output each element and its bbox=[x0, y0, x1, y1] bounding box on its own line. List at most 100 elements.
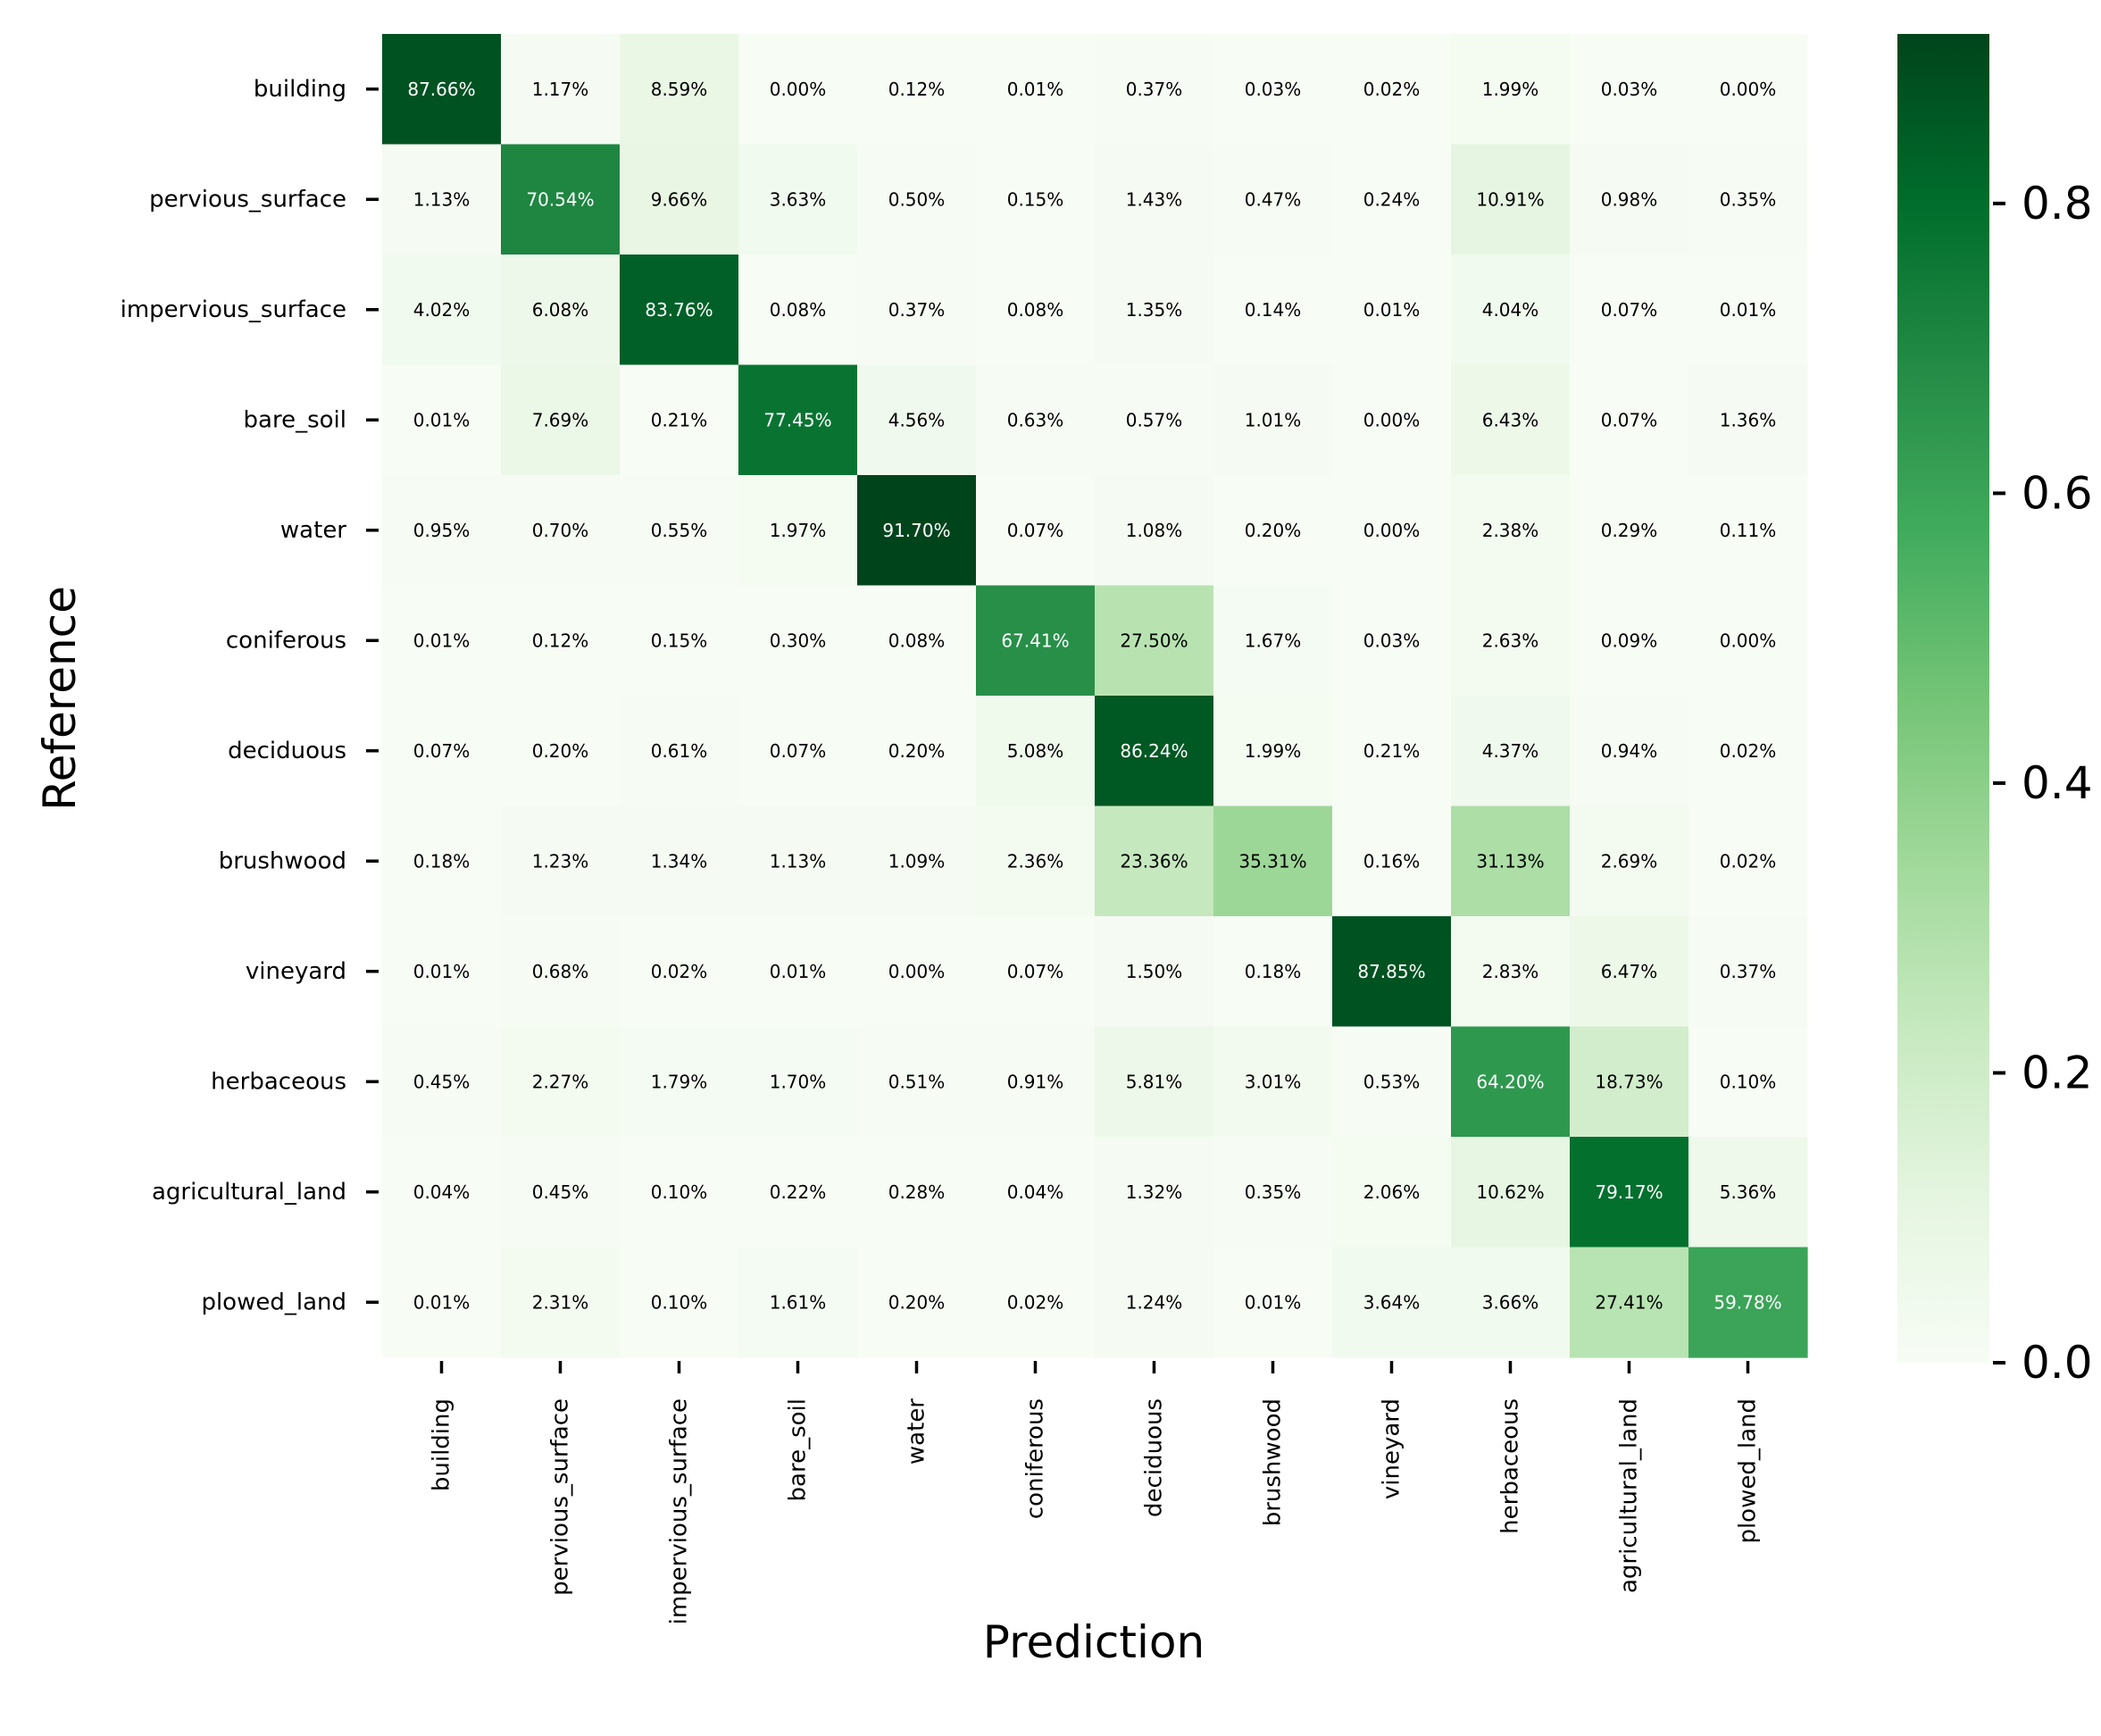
heatmap-cell-label: 35.31% bbox=[1238, 850, 1306, 872]
heatmap-cell bbox=[382, 585, 502, 697]
heatmap-cell-label: 0.01% bbox=[1007, 79, 1064, 100]
x-axis-ticks: building pervious_surface impervious_surfa… bbox=[429, 1361, 1762, 1624]
heatmap-cell bbox=[1451, 696, 1571, 807]
heatmap-cell bbox=[1095, 364, 1214, 476]
heatmap-cell-label: 64.20% bbox=[1476, 1071, 1544, 1092]
heatmap-cell bbox=[1451, 255, 1571, 366]
heatmap-cell-label: 0.91% bbox=[1007, 1071, 1064, 1092]
heatmap-cell bbox=[1213, 1137, 1333, 1248]
heatmap-cell bbox=[1688, 364, 1808, 476]
heatmap-cell bbox=[620, 364, 739, 476]
heatmap-cell bbox=[1451, 1137, 1571, 1248]
heatmap-cell-label: 0.00% bbox=[770, 79, 827, 100]
heatmap-cell-label: 4.56% bbox=[888, 409, 946, 430]
heatmap-cell-label: 7.69% bbox=[532, 409, 589, 430]
heatmap-cell bbox=[501, 144, 621, 255]
heatmap-cell-label: 79.17% bbox=[1595, 1181, 1663, 1203]
heatmap-cell-label: 0.01% bbox=[413, 1291, 471, 1313]
heatmap-cell-label: 87.66% bbox=[407, 79, 475, 100]
heatmap-cell bbox=[857, 1247, 977, 1358]
heatmap-cell-label: 0.16% bbox=[1363, 850, 1421, 872]
heatmap-cell-label: 0.30% bbox=[770, 630, 827, 651]
y-tick-label: agricultural_land bbox=[152, 1179, 346, 1206]
heatmap-cell bbox=[1332, 34, 1452, 146]
heatmap-cell-label: 1.97% bbox=[770, 520, 827, 541]
heatmap-cell bbox=[857, 1137, 977, 1248]
heatmap-cell bbox=[857, 696, 977, 807]
heatmap-cell bbox=[857, 144, 977, 255]
heatmap-cell-label: 0.61% bbox=[651, 740, 708, 762]
x-tick-label: bare_soil bbox=[785, 1398, 812, 1501]
heatmap-cell bbox=[620, 1247, 739, 1358]
colorbar-tick-label: 0.8 bbox=[2022, 178, 2093, 230]
heatmap-cell bbox=[976, 916, 1096, 1028]
heatmap-cell-label: 0.21% bbox=[651, 409, 708, 430]
heatmap-cell bbox=[976, 475, 1096, 587]
heatmap-cell-label: 0.07% bbox=[1007, 961, 1064, 982]
heatmap-cell-label: 77.45% bbox=[763, 409, 831, 430]
x-tick-label: herbaceous bbox=[1497, 1398, 1524, 1534]
heatmap-cell bbox=[1570, 34, 1689, 146]
y-tick-label: bare_soil bbox=[244, 406, 346, 433]
heatmap-cell bbox=[1332, 585, 1452, 697]
heatmap-cell bbox=[1570, 696, 1689, 807]
heatmap-cell bbox=[620, 144, 739, 255]
y-tick-label: herbaceous bbox=[211, 1068, 346, 1095]
heatmap-cell bbox=[1688, 696, 1808, 807]
colorbar-tick-label: 0.4 bbox=[2022, 757, 2093, 809]
heatmap-cell-label: 0.95% bbox=[413, 520, 471, 541]
heatmap-cell bbox=[620, 916, 739, 1028]
x-tick-label: pervious_surface bbox=[547, 1398, 574, 1596]
heatmap-cell-label: 1.79% bbox=[651, 1071, 708, 1092]
heatmap-cell-label: 10.62% bbox=[1476, 1181, 1544, 1203]
heatmap-cell-label: 1.99% bbox=[1245, 740, 1302, 762]
heatmap-cell bbox=[1688, 255, 1808, 366]
heatmap-cell-label: 59.78% bbox=[1713, 1291, 1781, 1313]
heatmap-cell bbox=[738, 475, 858, 587]
heatmap-cell-label: 0.00% bbox=[888, 961, 946, 982]
heatmap-cell bbox=[382, 1247, 502, 1358]
heatmap-cell bbox=[1213, 255, 1333, 366]
heatmap-cell-label: 0.11% bbox=[1720, 520, 1777, 541]
heatmap-cell-label: 4.04% bbox=[1482, 299, 1539, 321]
heatmap-cell-label: 2.36% bbox=[1007, 850, 1064, 872]
heatmap-cell-label: 0.07% bbox=[1601, 409, 1658, 430]
heatmap-cell bbox=[1095, 805, 1214, 917]
heatmap-cell bbox=[857, 805, 977, 917]
heatmap-cell bbox=[1332, 364, 1452, 476]
heatmap-cell bbox=[501, 34, 621, 146]
heatmap-cell bbox=[1095, 916, 1214, 1028]
heatmap-cell-label: 1.67% bbox=[1245, 630, 1302, 651]
heatmap-cell bbox=[976, 144, 1096, 255]
heatmap-cell bbox=[976, 34, 1096, 146]
heatmap-cell bbox=[738, 585, 858, 697]
x-tick-label: vineyard bbox=[1379, 1398, 1405, 1499]
heatmap-cell-label: 1.35% bbox=[1126, 299, 1183, 321]
heatmap-cell bbox=[620, 696, 739, 807]
heatmap-cell-label: 9.66% bbox=[651, 188, 708, 210]
y-tick-label: plowed_land bbox=[201, 1289, 346, 1315]
x-tick-label: agricultural_land bbox=[1616, 1398, 1643, 1593]
heatmap-cell-label: 2.31% bbox=[532, 1291, 589, 1313]
heatmap-cell bbox=[738, 34, 858, 146]
colorbar bbox=[1897, 34, 1989, 1363]
heatmap-cell-label: 1.17% bbox=[532, 79, 589, 100]
heatmap-cell-label: 0.70% bbox=[532, 520, 589, 541]
heatmap-cell bbox=[501, 255, 621, 366]
heatmap-cell bbox=[1688, 475, 1808, 587]
heatmap-cell bbox=[501, 805, 621, 917]
heatmap-cell bbox=[857, 585, 977, 697]
heatmap-cell bbox=[1332, 144, 1452, 255]
heatmap-cell-label: 1.23% bbox=[532, 850, 589, 872]
heatmap-cell-label: 0.14% bbox=[1245, 299, 1302, 321]
heatmap-cell-label: 2.83% bbox=[1482, 961, 1539, 982]
heatmap-cell bbox=[501, 916, 621, 1028]
heatmap-cell bbox=[1451, 364, 1571, 476]
heatmap-cell-label: 6.43% bbox=[1482, 409, 1539, 430]
heatmap-cell-label: 2.06% bbox=[1363, 1181, 1421, 1203]
heatmap-cell-label: 0.57% bbox=[1126, 409, 1183, 430]
heatmap-cell bbox=[1451, 144, 1571, 255]
heatmap-cell bbox=[1332, 1026, 1452, 1138]
heatmap-cell-label: 0.07% bbox=[413, 740, 471, 762]
